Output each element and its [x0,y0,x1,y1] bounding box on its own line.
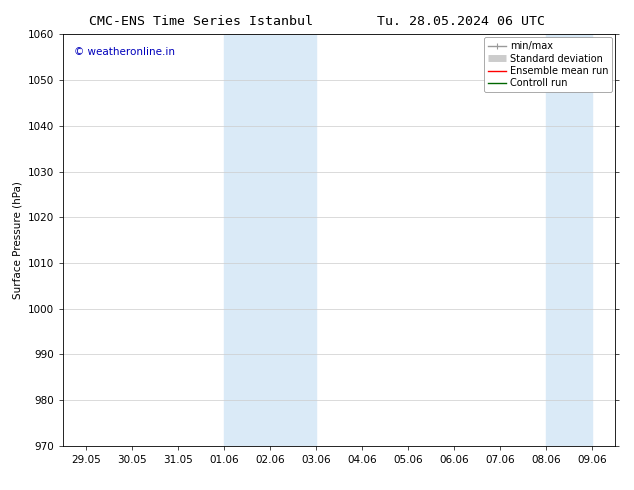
Bar [270,34,316,446]
Bar [224,34,270,446]
Y-axis label: Surface Pressure (hPa): Surface Pressure (hPa) [13,181,23,299]
Text: © weatheronline.in: © weatheronline.in [74,47,176,57]
Legend: min/max, Standard deviation, Ensemble mean run, Controll run: min/max, Standard deviation, Ensemble me… [484,37,612,92]
Text: CMC-ENS Time Series Istanbul        Tu. 28.05.2024 06 UTC: CMC-ENS Time Series Istanbul Tu. 28.05.2… [89,15,545,28]
Bar [546,34,592,446]
